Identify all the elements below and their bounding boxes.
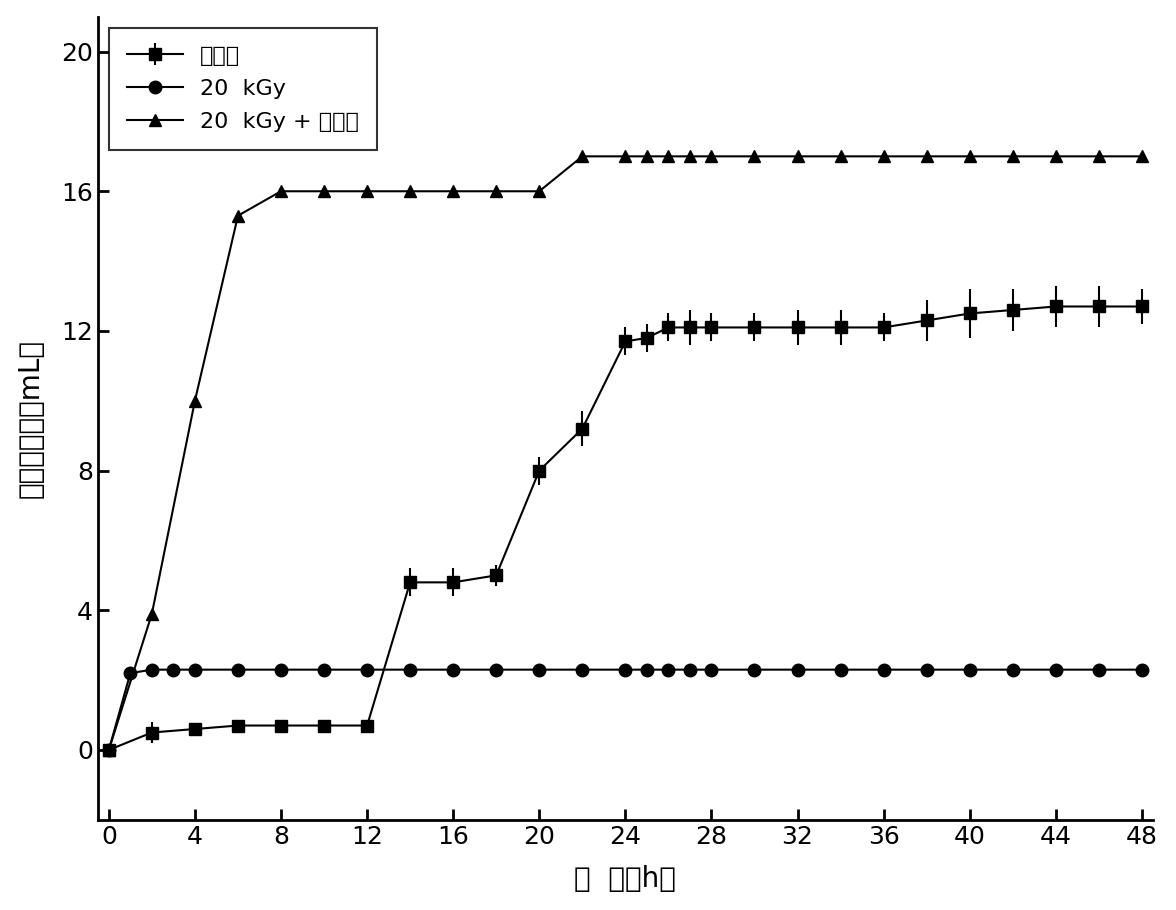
20  kGy — [102, 744, 116, 755]
20  kGy — [619, 664, 633, 675]
20  kGy + 葡萄糖 — [1049, 151, 1063, 162]
Line: 20  kGy: 20 kGy — [102, 663, 1148, 756]
20  kGy + 葡萄糖 — [704, 151, 719, 162]
20  kGy — [533, 664, 547, 675]
20  kGy — [166, 664, 180, 675]
20  kGy — [790, 664, 804, 675]
20  kGy — [704, 664, 719, 675]
20  kGy — [1135, 664, 1149, 675]
20  kGy — [318, 664, 332, 675]
X-axis label: 时  间（h）: 时 间（h） — [574, 865, 676, 894]
20  kGy — [963, 664, 977, 675]
Legend: 葡萄糖, 20  kGy, 20  kGy + 葡萄糖: 葡萄糖, 20 kGy, 20 kGy + 葡萄糖 — [109, 28, 377, 150]
20  kGy + 葡萄糖 — [360, 186, 374, 197]
20  kGy + 葡萄糖 — [230, 210, 245, 221]
20  kGy — [1049, 664, 1063, 675]
20  kGy + 葡萄糖 — [145, 608, 159, 619]
20  kGy — [230, 664, 245, 675]
20  kGy — [876, 664, 890, 675]
20  kGy — [661, 664, 675, 675]
20  kGy + 葡萄糖 — [1091, 151, 1105, 162]
20  kGy + 葡萄糖 — [963, 151, 977, 162]
20  kGy + 葡萄糖 — [876, 151, 890, 162]
20  kGy + 葡萄糖 — [403, 186, 417, 197]
20  kGy — [489, 664, 503, 675]
20  kGy + 葡萄糖 — [683, 151, 697, 162]
20  kGy + 葡萄糖 — [1135, 151, 1149, 162]
20  kGy + 葡萄糖 — [489, 186, 503, 197]
20  kGy + 葡萄糖 — [575, 151, 589, 162]
Y-axis label: 累积产氢量（mL）: 累积产氢量（mL） — [16, 339, 45, 498]
20  kGy — [1091, 664, 1105, 675]
20  kGy — [683, 664, 697, 675]
20  kGy — [403, 664, 417, 675]
20  kGy — [575, 664, 589, 675]
Line: 20  kGy + 葡萄糖: 20 kGy + 葡萄糖 — [102, 150, 1148, 756]
20  kGy — [446, 664, 460, 675]
20  kGy — [188, 664, 202, 675]
20  kGy + 葡萄糖 — [1005, 151, 1020, 162]
20  kGy — [123, 668, 138, 679]
20  kGy — [640, 664, 654, 675]
20  kGy + 葡萄糖 — [790, 151, 804, 162]
20  kGy + 葡萄糖 — [834, 151, 848, 162]
20  kGy — [274, 664, 288, 675]
20  kGy + 葡萄糖 — [533, 186, 547, 197]
20  kGy + 葡萄糖 — [318, 186, 332, 197]
20  kGy — [1005, 664, 1020, 675]
20  kGy + 葡萄糖 — [640, 151, 654, 162]
20  kGy + 葡萄糖 — [188, 395, 202, 406]
20  kGy + 葡萄糖 — [274, 186, 288, 197]
20  kGy + 葡萄糖 — [102, 744, 116, 755]
20  kGy + 葡萄糖 — [661, 151, 675, 162]
20  kGy + 葡萄糖 — [446, 186, 460, 197]
20  kGy — [360, 664, 374, 675]
20  kGy — [920, 664, 934, 675]
20  kGy + 葡萄糖 — [748, 151, 762, 162]
20  kGy — [748, 664, 762, 675]
20  kGy + 葡萄糖 — [619, 151, 633, 162]
20  kGy — [834, 664, 848, 675]
20  kGy + 葡萄糖 — [920, 151, 934, 162]
20  kGy — [145, 664, 159, 675]
